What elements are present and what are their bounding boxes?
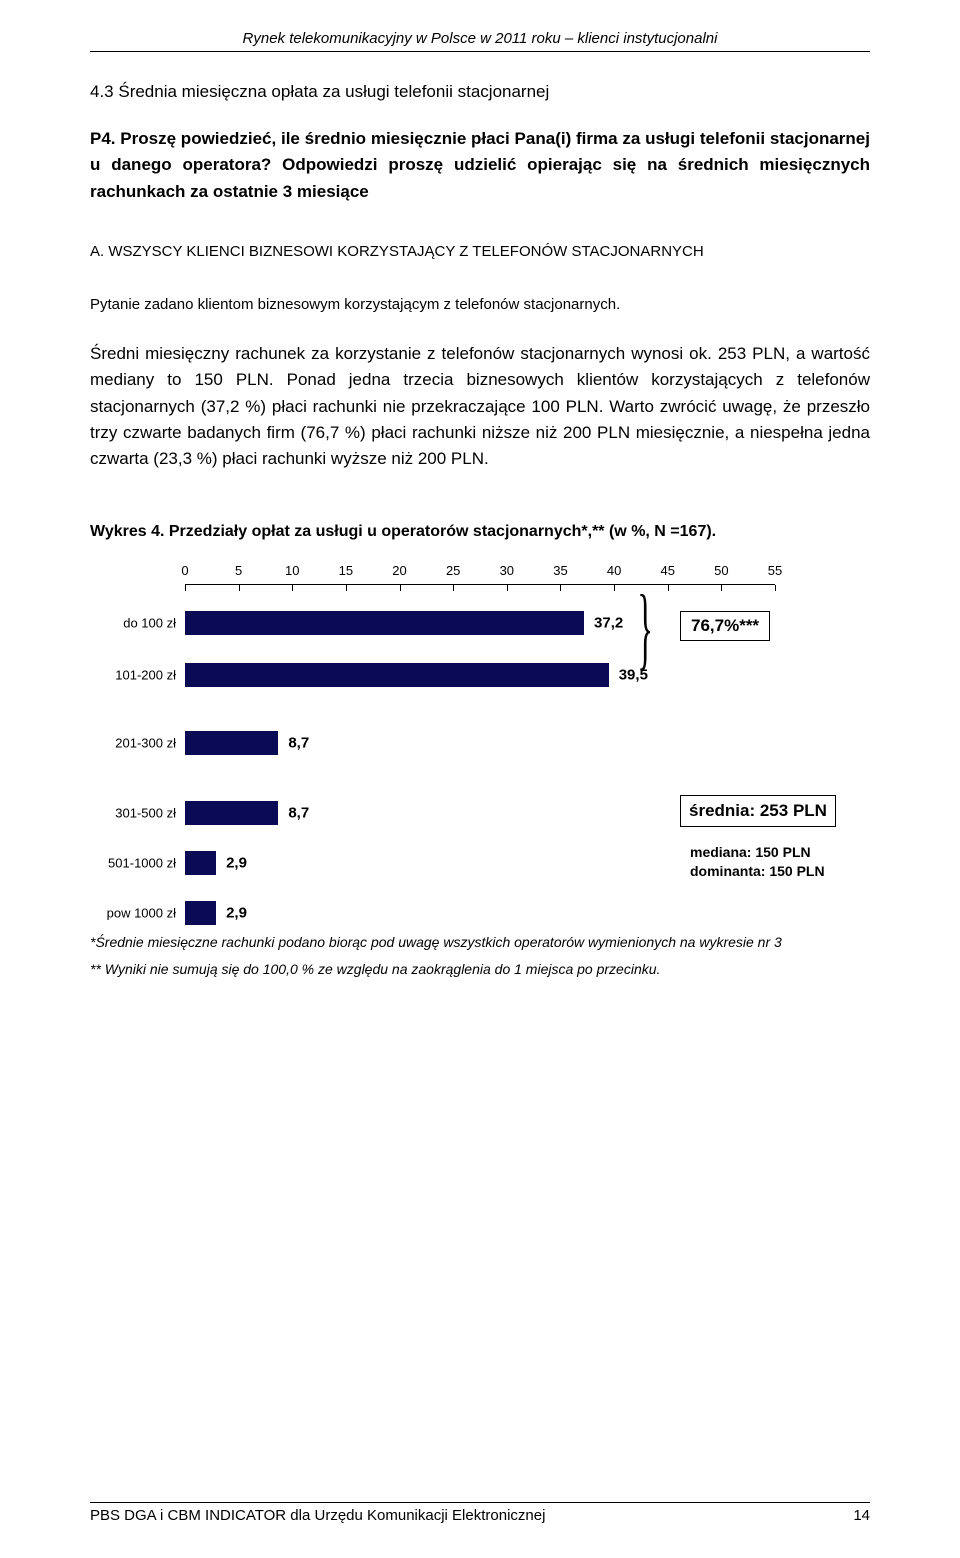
footer-text: PBS DGA i CBM INDICATOR dla Urzędu Komun…	[90, 1507, 545, 1524]
respondent-group-label: A. WSZYSCY KLIENCI BIZNESOWI KORZYSTAJĄC…	[90, 243, 870, 260]
y-tick-label: pow 1000 zł	[107, 905, 176, 920]
bracket-annotation: 76,7%***	[680, 611, 770, 641]
chart-bar: 8,7	[185, 801, 278, 825]
x-tick-label: 40	[607, 563, 621, 578]
header-rule	[90, 51, 870, 52]
median-line: mediana: 150 PLN	[690, 844, 811, 860]
mode-line: dominanta: 150 PLN	[690, 863, 825, 879]
chart-bar: 2,9	[185, 851, 216, 875]
x-tick-mark	[560, 585, 561, 591]
x-tick-label: 5	[235, 563, 242, 578]
question-text: P4. Proszę powiedzieć, ile średnio miesi…	[90, 126, 870, 205]
chart-footnote-2: ** Wyniki nie sumują się do 100,0 % ze w…	[90, 960, 870, 979]
y-tick-label: 101-200 zł	[115, 667, 176, 682]
chart-bar: 37,2	[185, 611, 584, 635]
x-tick-mark	[668, 585, 669, 591]
mean-annotation: średnia: 253 PLN	[680, 795, 836, 827]
page-number: 14	[853, 1507, 870, 1524]
x-tick-mark	[453, 585, 454, 591]
x-tick-label: 25	[446, 563, 460, 578]
x-tick-mark	[721, 585, 722, 591]
brace-icon: }	[637, 581, 652, 673]
question-subnote: Pytanie zadano klientom biznesowym korzy…	[90, 296, 870, 313]
y-tick-label: do 100 zł	[123, 615, 176, 630]
x-tick-label: 35	[553, 563, 567, 578]
bar-value-label: 8,7	[278, 804, 309, 821]
bar-value-label: 8,7	[278, 734, 309, 751]
x-tick-mark	[614, 585, 615, 591]
chart-bar: 39,5	[185, 663, 609, 687]
section-heading: 4.3 Średnia miesięczna opłata za usługi …	[90, 82, 870, 102]
running-header: Rynek telekomunikacyjny w Polsce w 2011 …	[90, 30, 870, 47]
chart-title: Wykres 4. Przedziały opłat za usługi u o…	[90, 523, 870, 541]
x-tick-label: 10	[285, 563, 299, 578]
x-tick-mark	[507, 585, 508, 591]
y-tick-label: 201-300 zł	[115, 735, 176, 750]
x-tick-mark	[239, 585, 240, 591]
y-tick-label: 501-1000 zł	[108, 855, 176, 870]
x-tick-mark	[185, 585, 186, 591]
chart-bar: 2,9	[185, 901, 216, 925]
y-tick-label: 301-500 zł	[115, 805, 176, 820]
footer-rule	[90, 1502, 870, 1503]
chart-footnote-1: *Średnie miesięczne rachunki podano bior…	[90, 933, 870, 952]
median-mode-annotation: mediana: 150 PLN dominanta: 150 PLN	[690, 843, 825, 882]
x-tick-label: 45	[660, 563, 674, 578]
bar-value-label: 2,9	[216, 854, 247, 871]
x-tick-mark	[346, 585, 347, 591]
bar-chart: 0 5 10 15 20 25 30 35 40 45 50 55 do 100 zł 101-200 …	[90, 563, 870, 921]
x-tick-label: 30	[500, 563, 514, 578]
x-tick-mark	[292, 585, 293, 591]
page-footer: PBS DGA i CBM INDICATOR dla Urzędu Komun…	[90, 1502, 870, 1524]
x-axis: 0510152025303540455055	[185, 563, 775, 585]
analysis-paragraph: Średni miesięczny rachunek za korzystani…	[90, 341, 870, 473]
bar-value-label: 37,2	[584, 614, 623, 631]
x-tick-label: 20	[392, 563, 406, 578]
x-tick-mark	[775, 585, 776, 591]
bar-value-label: 2,9	[216, 904, 247, 921]
chart-bar: 8,7	[185, 731, 278, 755]
x-tick-mark	[400, 585, 401, 591]
x-tick-label: 50	[714, 563, 728, 578]
x-tick-label: 55	[768, 563, 782, 578]
x-tick-label: 15	[339, 563, 353, 578]
x-tick-label: 0	[181, 563, 188, 578]
